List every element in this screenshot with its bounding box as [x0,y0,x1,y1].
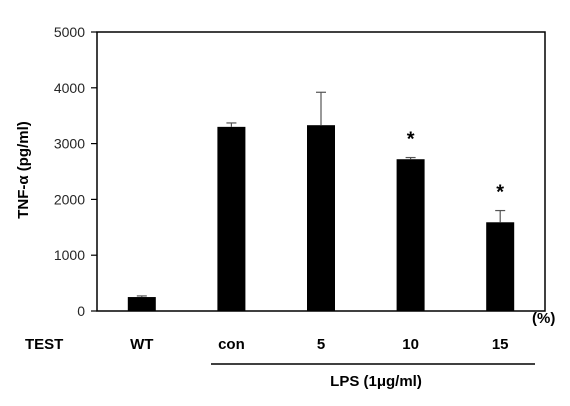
y-tick-label: 4000 [54,80,85,96]
bar-15 [486,222,515,311]
bars [127,125,515,311]
category-labels: WT con 5 10 15 [130,336,508,353]
bar-WT [127,297,156,311]
significance-markers: ** [407,129,505,204]
category-label-5: 5 [317,336,325,353]
row-label-test: TEST [25,336,63,353]
y-tick-label: 3000 [54,136,85,152]
y-axis-ticks: 0 1000 2000 3000 4000 5000 [54,24,97,319]
unit-label: (%) [532,310,555,327]
category-label-WT: WT [130,336,153,353]
significance-star-10: * [407,129,415,151]
bar-10 [396,159,425,311]
error-bars [136,91,506,298]
y-axis-title: TNF-α (pg/ml) [15,121,32,219]
group-label-lps: LPS (1μg/ml) [330,373,422,390]
y-tick-label: 5000 [54,24,85,40]
category-label-15: 15 [492,336,509,353]
y-tick-label: 0 [77,303,85,319]
bar-5 [307,125,335,311]
category-label-10: 10 [402,336,419,353]
y-tick-label: 2000 [54,191,85,207]
significance-star-15: * [496,182,504,204]
y-tick-label: 1000 [54,247,85,263]
bar-con [217,126,246,311]
category-label-con: con [218,336,245,353]
